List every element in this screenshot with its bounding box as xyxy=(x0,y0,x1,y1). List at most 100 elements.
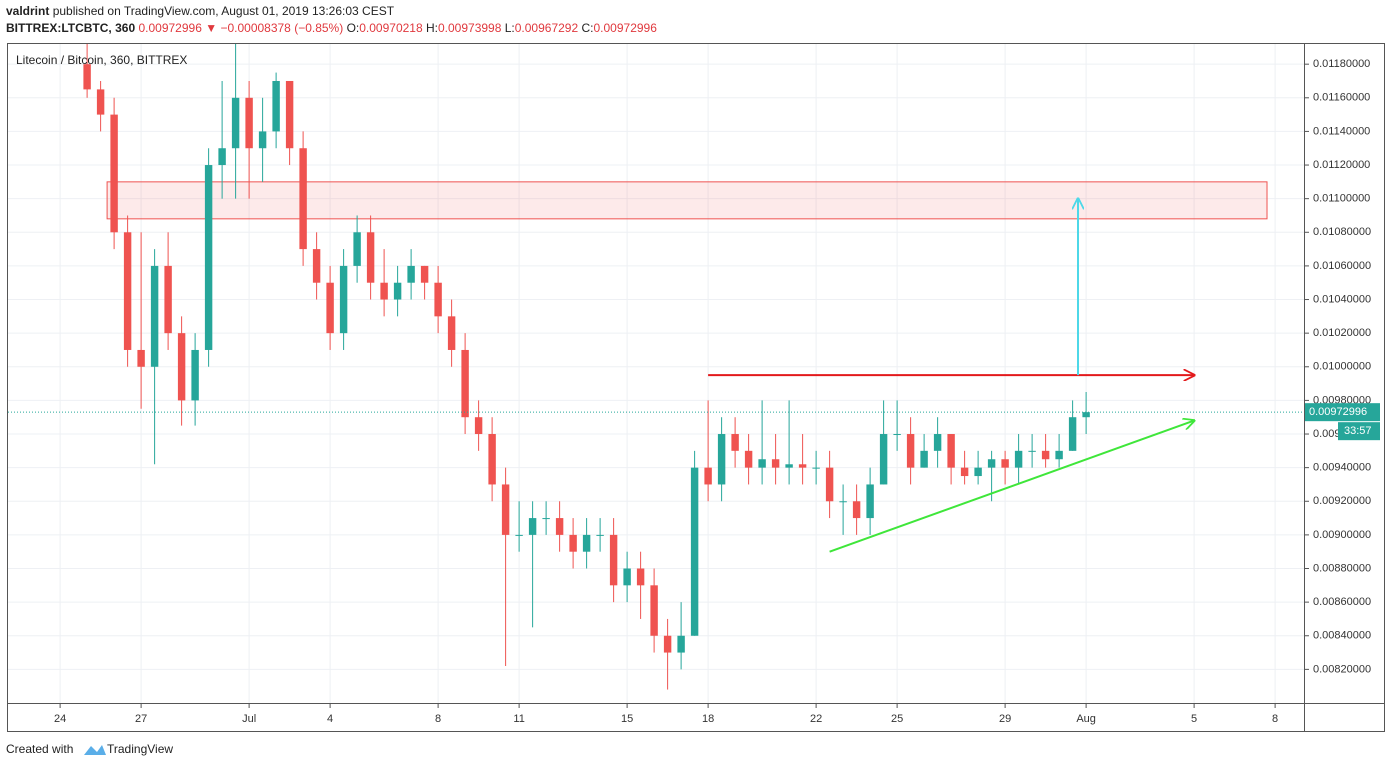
logo xyxy=(84,745,106,755)
y-tick-label: 0.01000000 xyxy=(1313,361,1371,373)
y-tick-label: 0.01100000 xyxy=(1313,193,1370,205)
header-line-2: BITTREX:LTCBTC, 360 0.00972996 ▼ −0.0000… xyxy=(6,21,657,35)
candle-body xyxy=(501,484,510,535)
candle-body xyxy=(771,459,780,468)
footer: Created with xyxy=(6,742,73,756)
low-label: L: xyxy=(505,21,515,35)
y-tick-label: 0.01160000 xyxy=(1313,92,1370,104)
candle-body xyxy=(798,464,807,468)
chart-title: Litecoin / Bitcoin, 360, BITTREX xyxy=(16,53,187,67)
y-tick-label: 0.01180000 xyxy=(1313,58,1370,70)
candle-body xyxy=(407,265,415,283)
candle-body xyxy=(1001,459,1009,468)
last-price-tag xyxy=(1305,403,1380,422)
low: 0.00967292 xyxy=(515,21,579,35)
y-tick-label: 0.00900000 xyxy=(1313,529,1371,541)
y-tick-label: 0.01020000 xyxy=(1313,327,1371,339)
candle-body xyxy=(1055,450,1063,460)
open: 0.00970218 xyxy=(359,21,423,35)
candle-body xyxy=(542,518,550,520)
last-price-label: 0.00972996 xyxy=(1309,406,1367,418)
x-tick-label: 8 xyxy=(435,713,441,725)
candle-body xyxy=(852,501,861,519)
candle-body xyxy=(947,434,955,468)
candle-body xyxy=(623,568,631,586)
x-tick-label: Jul xyxy=(242,713,256,725)
x-tick-label: 27 xyxy=(135,713,147,725)
published: published on TradingView.com, August 01,… xyxy=(53,4,395,18)
candle-body xyxy=(204,165,213,350)
y-tick-label: 0.01080000 xyxy=(1313,226,1371,238)
candle-body xyxy=(677,635,685,653)
candle-body xyxy=(258,131,267,149)
candle-body xyxy=(285,80,294,149)
support-line xyxy=(829,421,1195,553)
candle-body xyxy=(231,97,240,149)
candle-body xyxy=(1068,417,1077,451)
candle-body xyxy=(987,459,996,468)
countdown-label: 33:57 xyxy=(1344,425,1372,437)
candle-body xyxy=(785,464,793,468)
candle-body xyxy=(933,434,942,451)
candle-body xyxy=(474,417,483,435)
candle-body xyxy=(1014,450,1023,468)
x-tick-label: 4 xyxy=(327,713,333,725)
countdown-tag xyxy=(1338,422,1380,441)
candle-body xyxy=(663,635,672,653)
author: valdrint xyxy=(6,4,49,18)
candle-body xyxy=(866,484,874,519)
candle-body xyxy=(704,467,712,485)
candle-body xyxy=(420,265,429,283)
x-tick-label: 29 xyxy=(999,713,1011,725)
candle-body xyxy=(812,467,820,469)
x-tick-label: 24 xyxy=(54,713,66,725)
candle-body xyxy=(839,501,847,503)
candle-body xyxy=(744,450,753,468)
candle-body xyxy=(1028,450,1036,452)
candle-body xyxy=(83,64,91,90)
footer-text: Created with xyxy=(6,742,73,756)
y-tick-label: 0.00880000 xyxy=(1313,562,1371,574)
frame xyxy=(7,43,1385,732)
candle-body xyxy=(528,518,537,535)
candle-body xyxy=(96,89,105,115)
x-tick-label: 15 xyxy=(621,713,633,725)
x-tick-label: 5 xyxy=(1191,713,1197,725)
high: 0.00973998 xyxy=(438,21,502,35)
candle-body xyxy=(758,459,766,468)
candle-body xyxy=(353,232,361,266)
candle-body xyxy=(1082,412,1090,418)
candle-body xyxy=(1041,450,1050,460)
x-tick-label: 25 xyxy=(891,713,903,725)
candle-body xyxy=(164,265,172,334)
x-tick-label: 18 xyxy=(702,713,714,725)
arrow: ▼ xyxy=(205,21,217,35)
symbol: BITTREX:LTCBTC, 360 xyxy=(6,21,135,35)
high-label: H: xyxy=(426,21,438,35)
plot xyxy=(8,44,1304,703)
candle-body xyxy=(218,148,226,166)
candle-body xyxy=(893,434,901,436)
y-tick-label: 0.01120000 xyxy=(1313,159,1370,171)
x-tick-label: Aug xyxy=(1076,713,1096,725)
candle-body xyxy=(515,534,523,536)
candle-body xyxy=(380,282,388,300)
candle-body xyxy=(461,349,469,418)
candle-body xyxy=(974,467,982,477)
candle-body xyxy=(555,518,564,535)
candle-body xyxy=(825,467,834,502)
candle-body xyxy=(906,434,915,468)
candle-body xyxy=(393,282,402,300)
y-tick-label: 0.01140000 xyxy=(1313,125,1370,137)
header-line-1: valdrint published on TradingView.com, A… xyxy=(6,4,395,18)
candle-body xyxy=(299,148,307,250)
close: 0.00972996 xyxy=(594,21,658,35)
resistance-zone xyxy=(106,181,1268,220)
y-tick-label: 0.01060000 xyxy=(1313,260,1371,272)
candle-body xyxy=(177,333,186,401)
candle-body xyxy=(960,467,969,477)
candle-body xyxy=(150,265,159,367)
close-label: C: xyxy=(582,21,594,35)
candle-body xyxy=(447,316,456,350)
